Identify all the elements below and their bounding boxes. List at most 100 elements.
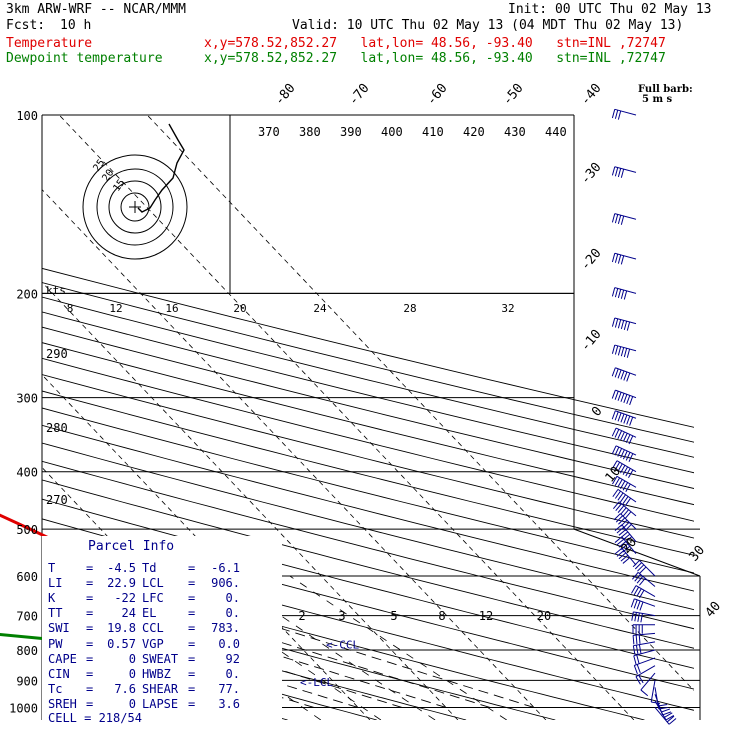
parcel-label: CCL (142, 621, 164, 636)
wind-barb-flag (626, 415, 631, 425)
wind-barb-flag (639, 601, 644, 611)
pressure-label-500: 500 (16, 523, 38, 537)
mixing-ratio-label: 3 (338, 609, 345, 623)
wind-barb (611, 213, 637, 225)
wind-barb-flag (620, 255, 625, 265)
wind-barb-flag (658, 703, 668, 707)
wind-barb-flag (626, 348, 631, 358)
parcel-label: T (48, 561, 56, 575)
wind-barb-flag (617, 412, 622, 422)
wind-barb (611, 427, 637, 445)
isotherm-line (42, 281, 459, 720)
wind-barb-flag (662, 711, 672, 716)
isotherm-label: -60 (424, 81, 451, 109)
mixing-ratio-line (222, 575, 436, 720)
wind-barb-flag (620, 480, 626, 489)
parcel-eq: = (86, 561, 94, 575)
wind-barb-flag (617, 492, 624, 501)
wind-barb-flag (635, 635, 638, 645)
wind-barb-flag (617, 110, 622, 120)
parcel-eq: = (188, 576, 196, 591)
wind-barb (612, 488, 637, 506)
wind-barb-flag (632, 635, 635, 645)
wind-barb-flag (635, 645, 639, 655)
wind-barb-staff (616, 475, 637, 488)
wind-barb (633, 649, 656, 665)
parcel-label: SHEAR (142, 681, 179, 696)
parcel-value: 0 (128, 651, 136, 666)
wind-barb-flag (622, 557, 631, 564)
speed-label: 20 (233, 302, 246, 315)
isotherm-label: 40 (703, 599, 725, 621)
hodograph-ring (96, 168, 174, 246)
wind-barb (650, 680, 661, 705)
wind-barb-flag (620, 507, 627, 515)
wind-barb-flag (611, 344, 616, 354)
parcel-eq: = (188, 651, 196, 666)
wind-barb (654, 687, 668, 710)
parcel-value: 19.8 (107, 621, 136, 636)
ccl-marker: <-CCL (326, 639, 359, 652)
theta-e-label: 370 (258, 125, 280, 139)
wind-barb-flag (623, 371, 628, 381)
legend-dewpoint-name: Dewpoint temperature (6, 51, 163, 66)
wind-barb-flag (617, 168, 622, 178)
dry-adiabat (42, 460, 694, 630)
wind-barb-staff (621, 536, 637, 554)
parcel-value: -6.1 (211, 561, 240, 575)
wind-barb-flag (614, 536, 623, 543)
wind-barb-flag (635, 676, 641, 685)
wind-barb-flag (615, 503, 622, 511)
wind-barb-staff (614, 344, 637, 352)
speed-label: 8 (67, 302, 74, 315)
wind-barb-flag (620, 449, 625, 459)
wind-barb-flag (622, 521, 630, 529)
hodograph-ring (120, 192, 150, 222)
parcel-value: 0. (225, 591, 240, 606)
forecast-label: Fcst: (6, 18, 46, 33)
parcel-label: Tc (48, 681, 63, 696)
legend-temperature-name: Temperature (6, 36, 93, 51)
wind-barb-flag (624, 524, 632, 532)
parcel-value: 906. (211, 576, 240, 591)
parcel-label: LI (48, 576, 63, 591)
wind-barb-flag (634, 562, 642, 570)
wind-barb-staff (614, 108, 637, 116)
theta-label: 270 (46, 493, 68, 507)
wind-barb-flag (626, 321, 631, 331)
wind-barb-flag (632, 645, 636, 655)
wind-barb-flag (620, 465, 626, 474)
wind-barb-flag (614, 345, 619, 355)
parcel-eq: = (188, 606, 196, 621)
wind-barb-staff (615, 410, 637, 419)
isotherm-line (0, 115, 18, 720)
parcel-info-box: Parcel Info T = -4.5 Td = -6.1 LI = 22.9 LCL = 906. K… (42, 536, 282, 725)
wind-barb-flag (622, 496, 629, 505)
wind-barb (611, 166, 637, 178)
wind-barb-flag (629, 416, 634, 426)
dry-adiabat (42, 326, 694, 489)
wind-barb-flag (623, 348, 628, 358)
parcel-label: PW (48, 636, 63, 651)
parcel-cell: CELL = 218/54 (48, 711, 142, 725)
wind-barb-staff (635, 665, 656, 678)
speed-label: 32 (501, 302, 514, 315)
wind-barb-flag (625, 434, 631, 443)
wind-barb-flag (633, 586, 640, 596)
parcel-label: HWBZ (142, 666, 171, 681)
wind-barb-flag (611, 287, 616, 297)
parcel-eq: = (188, 591, 196, 606)
hodograph-ring (108, 180, 162, 234)
wind-barb-flag (623, 414, 628, 424)
wind-barb-staff (614, 317, 637, 325)
wind-barb-flag (614, 214, 619, 224)
init-time: Init: 00 UTC Thu 02 May 13 (508, 2, 712, 17)
parcel-value: 0 (128, 696, 136, 711)
parcel-eq: = (86, 651, 94, 666)
isotherm-label: -70 (346, 81, 373, 109)
wind-barb-flag (622, 509, 629, 517)
wind-barb (633, 657, 656, 675)
wind-barb-flag (634, 612, 637, 622)
wind-barb-flag (612, 476, 618, 485)
